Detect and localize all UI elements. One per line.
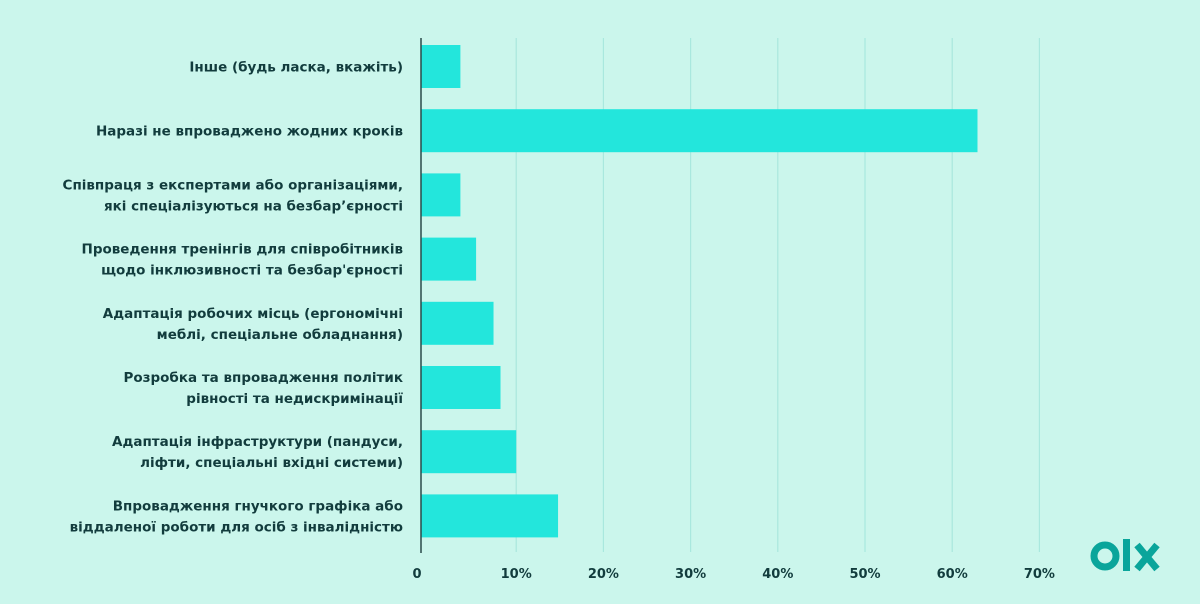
- category-label: Адаптація робочих місць (ергономічні: [103, 306, 403, 322]
- x-tick-label: 60%: [937, 567, 968, 582]
- category-label: Наразі не впроваджено жодних кроків: [96, 124, 403, 140]
- x-tick-label: 50%: [849, 567, 880, 582]
- bar: [421, 173, 461, 217]
- category-label: меблі, спеціальне обладнання): [157, 327, 403, 343]
- bar: [421, 494, 559, 538]
- category-label: Адаптація інфраструктури (пандуси,: [112, 434, 403, 450]
- category-label: рівності та недискримінації: [186, 391, 403, 407]
- bar: [421, 366, 501, 409]
- x-tick-label: 70%: [1024, 567, 1055, 582]
- bar: [421, 45, 461, 88]
- category-label: щодо інклюзивності та безбар'єрності: [101, 263, 403, 279]
- bar: [421, 301, 494, 345]
- bar: [421, 430, 517, 474]
- x-tick-label: 0: [412, 567, 421, 582]
- x-tick-label: 10%: [501, 567, 532, 582]
- x-tick-label: 40%: [762, 567, 793, 582]
- category-label: Інше (будь ласка, вкажіть): [189, 60, 403, 76]
- category-label: ліфти, спеціальні вхідні системи): [140, 455, 403, 471]
- category-label: Розробка та впровадження політик: [123, 370, 403, 386]
- olx-logo: [1090, 539, 1160, 572]
- category-label: віддаленої роботи для осіб з інвалідніст…: [70, 519, 403, 535]
- category-label: Впровадження гнучкого графіка або: [113, 498, 403, 514]
- category-label: Проведення тренінгів для співробітників: [82, 242, 403, 258]
- bar: [421, 237, 477, 281]
- category-label: Співпраця з експертами або організаціями…: [63, 177, 403, 193]
- x-tick-label: 20%: [588, 567, 619, 582]
- category-label: які спеціалізуються на безбар’єрності: [104, 198, 403, 214]
- bar: [421, 109, 978, 153]
- x-tick-label: 30%: [675, 567, 706, 582]
